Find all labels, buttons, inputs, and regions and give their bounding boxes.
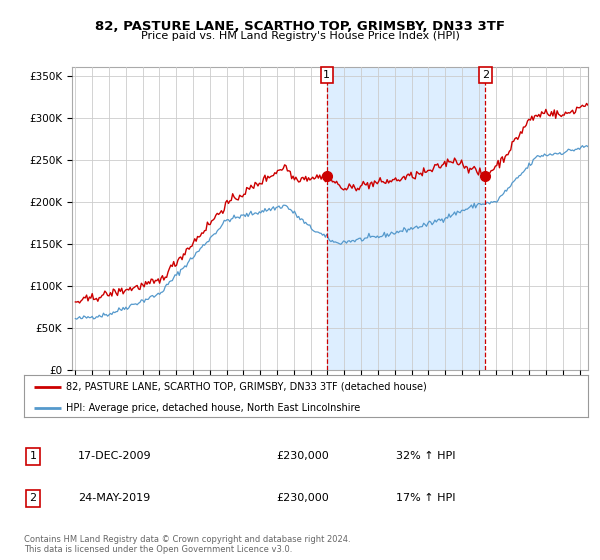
Text: £230,000: £230,000 bbox=[276, 493, 329, 503]
Text: 2: 2 bbox=[482, 70, 489, 80]
Text: 24-MAY-2019: 24-MAY-2019 bbox=[78, 493, 150, 503]
Text: 17% ↑ HPI: 17% ↑ HPI bbox=[396, 493, 455, 503]
Text: £230,000: £230,000 bbox=[276, 451, 329, 461]
Text: 2: 2 bbox=[29, 493, 37, 503]
Text: Contains HM Land Registry data © Crown copyright and database right 2024.
This d: Contains HM Land Registry data © Crown c… bbox=[24, 535, 350, 554]
Text: 1: 1 bbox=[29, 451, 37, 461]
Text: 1: 1 bbox=[323, 70, 331, 80]
Bar bbox=[327, 67, 485, 370]
Text: Price paid vs. HM Land Registry's House Price Index (HPI): Price paid vs. HM Land Registry's House … bbox=[140, 31, 460, 41]
Text: 82, PASTURE LANE, SCARTHO TOP, GRIMSBY, DN33 3TF: 82, PASTURE LANE, SCARTHO TOP, GRIMSBY, … bbox=[95, 20, 505, 32]
Text: 32% ↑ HPI: 32% ↑ HPI bbox=[396, 451, 455, 461]
Text: HPI: Average price, detached house, North East Lincolnshire: HPI: Average price, detached house, Nort… bbox=[66, 403, 361, 413]
Text: 82, PASTURE LANE, SCARTHO TOP, GRIMSBY, DN33 3TF (detached house): 82, PASTURE LANE, SCARTHO TOP, GRIMSBY, … bbox=[66, 382, 427, 392]
Text: 17-DEC-2009: 17-DEC-2009 bbox=[78, 451, 152, 461]
